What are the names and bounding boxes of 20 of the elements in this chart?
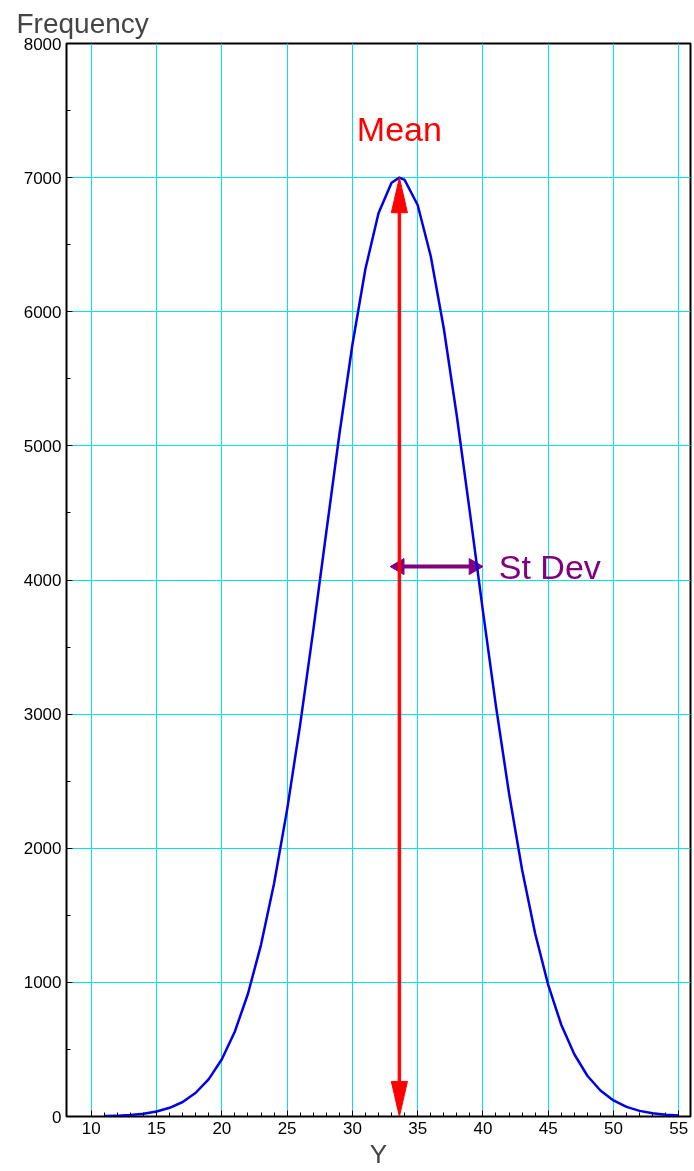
- y-tick-label: 3000: [23, 705, 62, 725]
- x-tick-label: 30: [342, 1118, 362, 1138]
- y-tick-label: 5000: [23, 436, 62, 456]
- x-tick-label: 15: [147, 1118, 167, 1138]
- y-tick-label: 1000: [23, 973, 62, 993]
- x-tick-label: 40: [473, 1118, 493, 1138]
- x-tick-label: 50: [604, 1118, 623, 1138]
- y-tick-label: 4000: [23, 571, 62, 590]
- y-tick-label: 6000: [23, 302, 62, 322]
- y-tick-label: 7000: [23, 168, 62, 188]
- x-tick-label: 35: [408, 1118, 428, 1138]
- x-tick-label: 10: [81, 1118, 101, 1138]
- x-tick-label: 25: [277, 1118, 297, 1138]
- line-series: [103, 176, 680, 1117]
- x-tick-label: 55: [669, 1118, 689, 1138]
- x-tick-label: 20: [212, 1118, 232, 1138]
- y-tick-label: 2000: [23, 839, 62, 859]
- y-tick-label: 0: [52, 1107, 62, 1127]
- x-axis-title: Y: [369, 1138, 388, 1169]
- x-tick-label: 45: [538, 1118, 558, 1138]
